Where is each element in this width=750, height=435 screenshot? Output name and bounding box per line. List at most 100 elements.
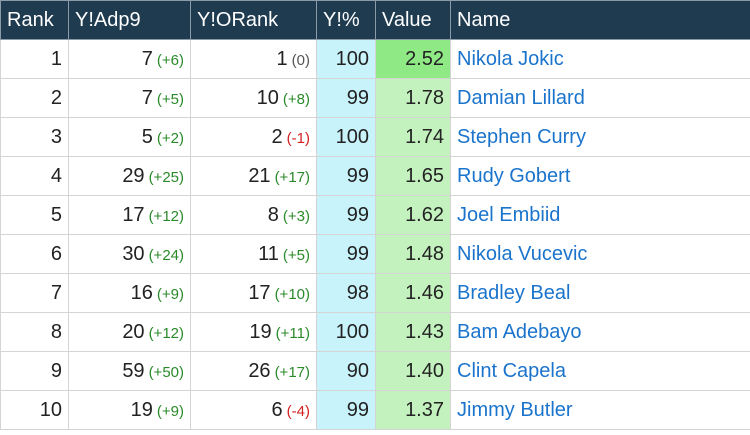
value-cell: 1.74 (375, 117, 451, 157)
cell-value: 29 (122, 164, 145, 187)
rank-change: (+12) (148, 207, 184, 225)
rank-change: (+5) (282, 246, 310, 264)
percent-cell: 99 (316, 195, 376, 235)
adp-cell: 29 (+25) (68, 156, 191, 196)
player-name[interactable]: Bam Adebayo (450, 312, 750, 352)
player-name[interactable]: Clint Capela (450, 351, 750, 391)
rank-change: (+12) (148, 324, 184, 342)
orank-cell: 11 (+5) (190, 234, 317, 274)
rank-change: (+9) (156, 285, 184, 303)
cell-value: 17 (122, 203, 145, 226)
player-name[interactable]: Damian Lillard (450, 78, 750, 118)
value-cell: 1.62 (375, 195, 451, 235)
cell-value: 19 (249, 320, 272, 343)
cell-value: 7 (141, 86, 153, 109)
adp-cell: 59 (+50) (68, 351, 191, 391)
orank-cell: 21 (+17) (190, 156, 317, 196)
orank-cell: 6 (-4) (190, 390, 317, 430)
rank-change: (+25) (148, 168, 184, 186)
value-cell: 1.46 (375, 273, 451, 313)
column-header: Y!% (316, 0, 376, 40)
orank-cell: 1 (0) (190, 39, 317, 79)
rank-cell: 2 (0, 78, 69, 118)
adp-cell: 5 (+2) (68, 117, 191, 157)
adp-cell: 20 (+12) (68, 312, 191, 352)
percent-cell: 100 (316, 39, 376, 79)
cell-value: 8 (267, 203, 279, 226)
rank-change: (+24) (148, 246, 184, 264)
orank-cell: 10 (+8) (190, 78, 317, 118)
value-cell: 1.48 (375, 234, 451, 274)
cell-value: 59 (122, 359, 145, 382)
value-cell: 1.78 (375, 78, 451, 118)
orank-cell: 17 (+10) (190, 273, 317, 313)
table-row: 10 19 (+9) 6 (-4) 99 1.37 Jimmy Butler (0, 390, 750, 430)
player-name[interactable]: Bradley Beal (450, 273, 750, 313)
rank-change: (+6) (156, 51, 184, 69)
cell-value: 2 (271, 125, 283, 148)
rank-cell: 4 (0, 156, 69, 196)
adp-cell: 17 (+12) (68, 195, 191, 235)
cell-value: 1 (276, 47, 288, 70)
cell-value: 10 (256, 86, 279, 109)
cell-value: 11 (258, 242, 279, 265)
orank-cell: 2 (-1) (190, 117, 317, 157)
cell-value: 30 (122, 242, 145, 265)
rank-cell: 7 (0, 273, 69, 313)
percent-cell: 100 (316, 312, 376, 352)
rank-cell: 10 (0, 390, 69, 430)
player-name[interactable]: Jimmy Butler (450, 390, 750, 430)
column-header: Name (450, 0, 750, 40)
orank-cell: 26 (+17) (190, 351, 317, 391)
rank-change: (0) (291, 51, 310, 69)
orank-cell: 19 (+11) (190, 312, 317, 352)
column-header: Rank (0, 0, 69, 40)
rank-cell: 1 (0, 39, 69, 79)
column-header: Y!ORank (190, 0, 317, 40)
table-header: Rank Y!Adp9 Y!ORank Y!% Value Name (0, 0, 750, 40)
adp-cell: 7 (+5) (68, 78, 191, 118)
rank-change: (+10) (274, 285, 310, 303)
adp-cell: 16 (+9) (68, 273, 191, 313)
cell-value: 5 (141, 125, 153, 148)
cell-value: 21 (248, 164, 271, 187)
table-body: 1 7 (+6) 1 (0) 100 2.52 Nikola Jokic 2 7 (+5) 10 (+8… (0, 39, 750, 430)
rank-change: (-1) (286, 129, 310, 147)
cell-value: 20 (122, 320, 145, 343)
table-row: 6 30 (+24) 11 (+5) 99 1.48 Nikola Vucevic (0, 234, 750, 274)
percent-cell: 98 (316, 273, 376, 313)
value-cell: 1.37 (375, 390, 451, 430)
adp-cell: 30 (+24) (68, 234, 191, 274)
rank-cell: 8 (0, 312, 69, 352)
adp-cell: 7 (+6) (68, 39, 191, 79)
rank-change: (+17) (274, 363, 310, 381)
value-cell: 2.52 (375, 39, 451, 79)
player-name[interactable]: Nikola Jokic (450, 39, 750, 79)
player-name[interactable]: Joel Embiid (450, 195, 750, 235)
rank-change: (+8) (282, 90, 310, 108)
player-name[interactable]: Nikola Vucevic (450, 234, 750, 274)
value-cell: 1.65 (375, 156, 451, 196)
rank-change: (+17) (274, 168, 310, 186)
player-name[interactable]: Rudy Gobert (450, 156, 750, 196)
header-row: Rank Y!Adp9 Y!ORank Y!% Value Name (0, 0, 750, 40)
table-row: 4 29 (+25) 21 (+17) 99 1.65 Rudy Gobert (0, 156, 750, 196)
rank-cell: 3 (0, 117, 69, 157)
percent-cell: 99 (316, 234, 376, 274)
rank-change: (+2) (156, 129, 184, 147)
cell-value: 16 (130, 281, 153, 304)
table-row: 8 20 (+12) 19 (+11) 100 1.43 Bam Adebayo (0, 312, 750, 352)
adp-cell: 19 (+9) (68, 390, 191, 430)
table-row: 5 17 (+12) 8 (+3) 99 1.62 Joel Embiid (0, 195, 750, 235)
rank-change: (+11) (275, 324, 310, 342)
percent-cell: 99 (316, 390, 376, 430)
cell-value: 26 (248, 359, 271, 382)
player-name[interactable]: Stephen Curry (450, 117, 750, 157)
rank-cell: 5 (0, 195, 69, 235)
rank-change: (-4) (286, 402, 310, 420)
cell-value: 19 (130, 398, 153, 421)
cell-value: 7 (141, 47, 153, 70)
cell-value: 6 (271, 398, 283, 421)
rank-change: (+50) (148, 363, 184, 381)
